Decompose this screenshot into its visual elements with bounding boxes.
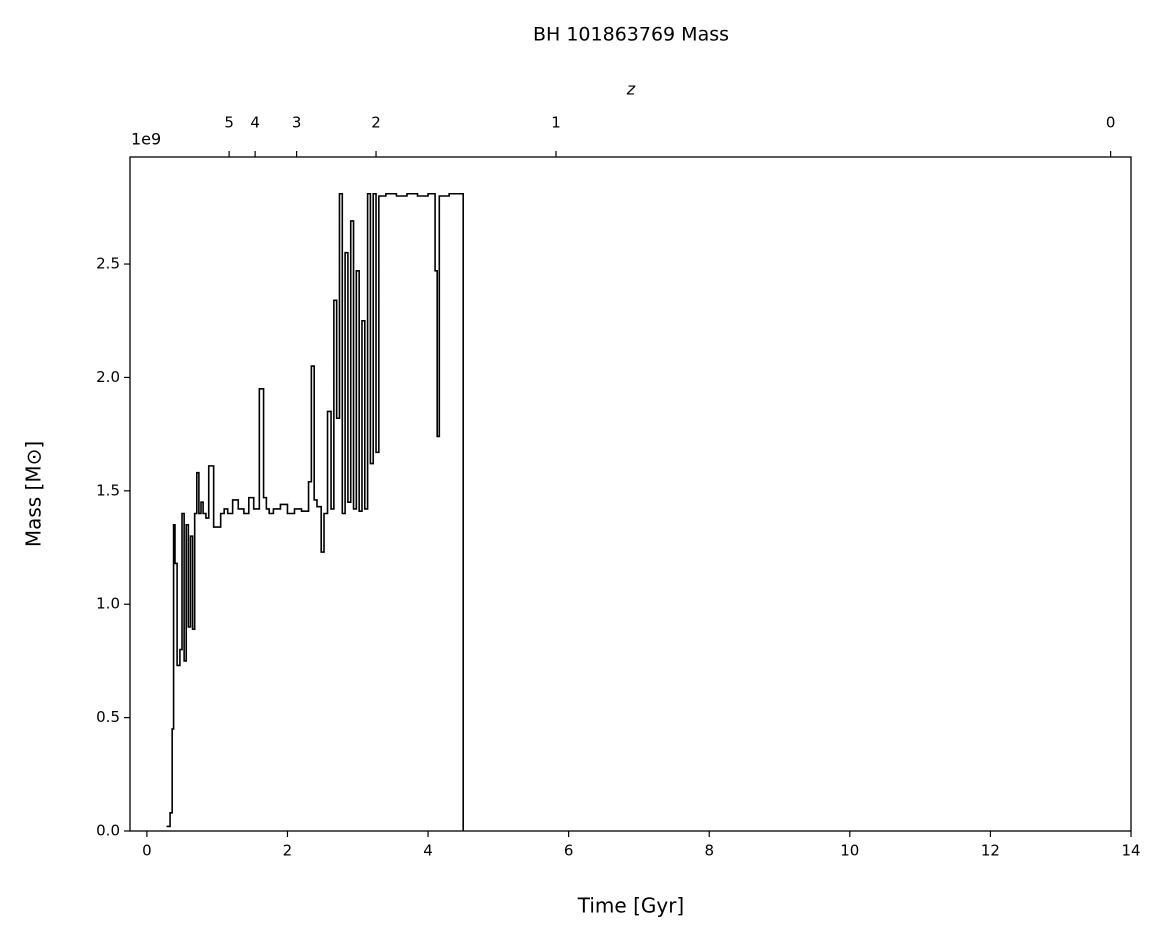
chart-title: BH 101863769 Mass [533,24,729,46]
x-tick-label: 10 [840,842,859,860]
x-tick-label: 4 [423,842,433,860]
y-tick-label: 0.5 [96,708,120,726]
top-axis-label: z [626,80,636,99]
x2-tick-label: 3 [292,114,302,132]
x2-tick-label: 2 [371,114,381,132]
y-tick-label: 2.0 [96,368,120,386]
y-tick-label: 1.5 [96,481,120,499]
plot-frame [129,156,1132,832]
x2-tick-label: 5 [224,114,234,132]
offset-text: 1e9 [131,130,161,149]
x-axis-label: Time [Gyr] [577,894,684,918]
x-tick-label: 2 [283,842,293,860]
x2-tick-label: 0 [1106,114,1116,132]
x-tick-label: 8 [704,842,714,860]
mass-line [166,192,464,831]
x2-tick-label: 4 [250,114,260,132]
x-tick-label: 0 [142,842,152,860]
y-axis-label: Mass [M⊙] [22,441,46,547]
y-tick-label: 1.0 [96,595,120,613]
y-tick-label: 2.5 [96,255,120,273]
x-tick-label: 14 [1121,842,1140,860]
x-tick-label: 6 [564,842,574,860]
x2-tick-label: 1 [551,114,561,132]
x-tick-label: 12 [981,842,1000,860]
y-tick-label: 0.0 [96,822,120,840]
